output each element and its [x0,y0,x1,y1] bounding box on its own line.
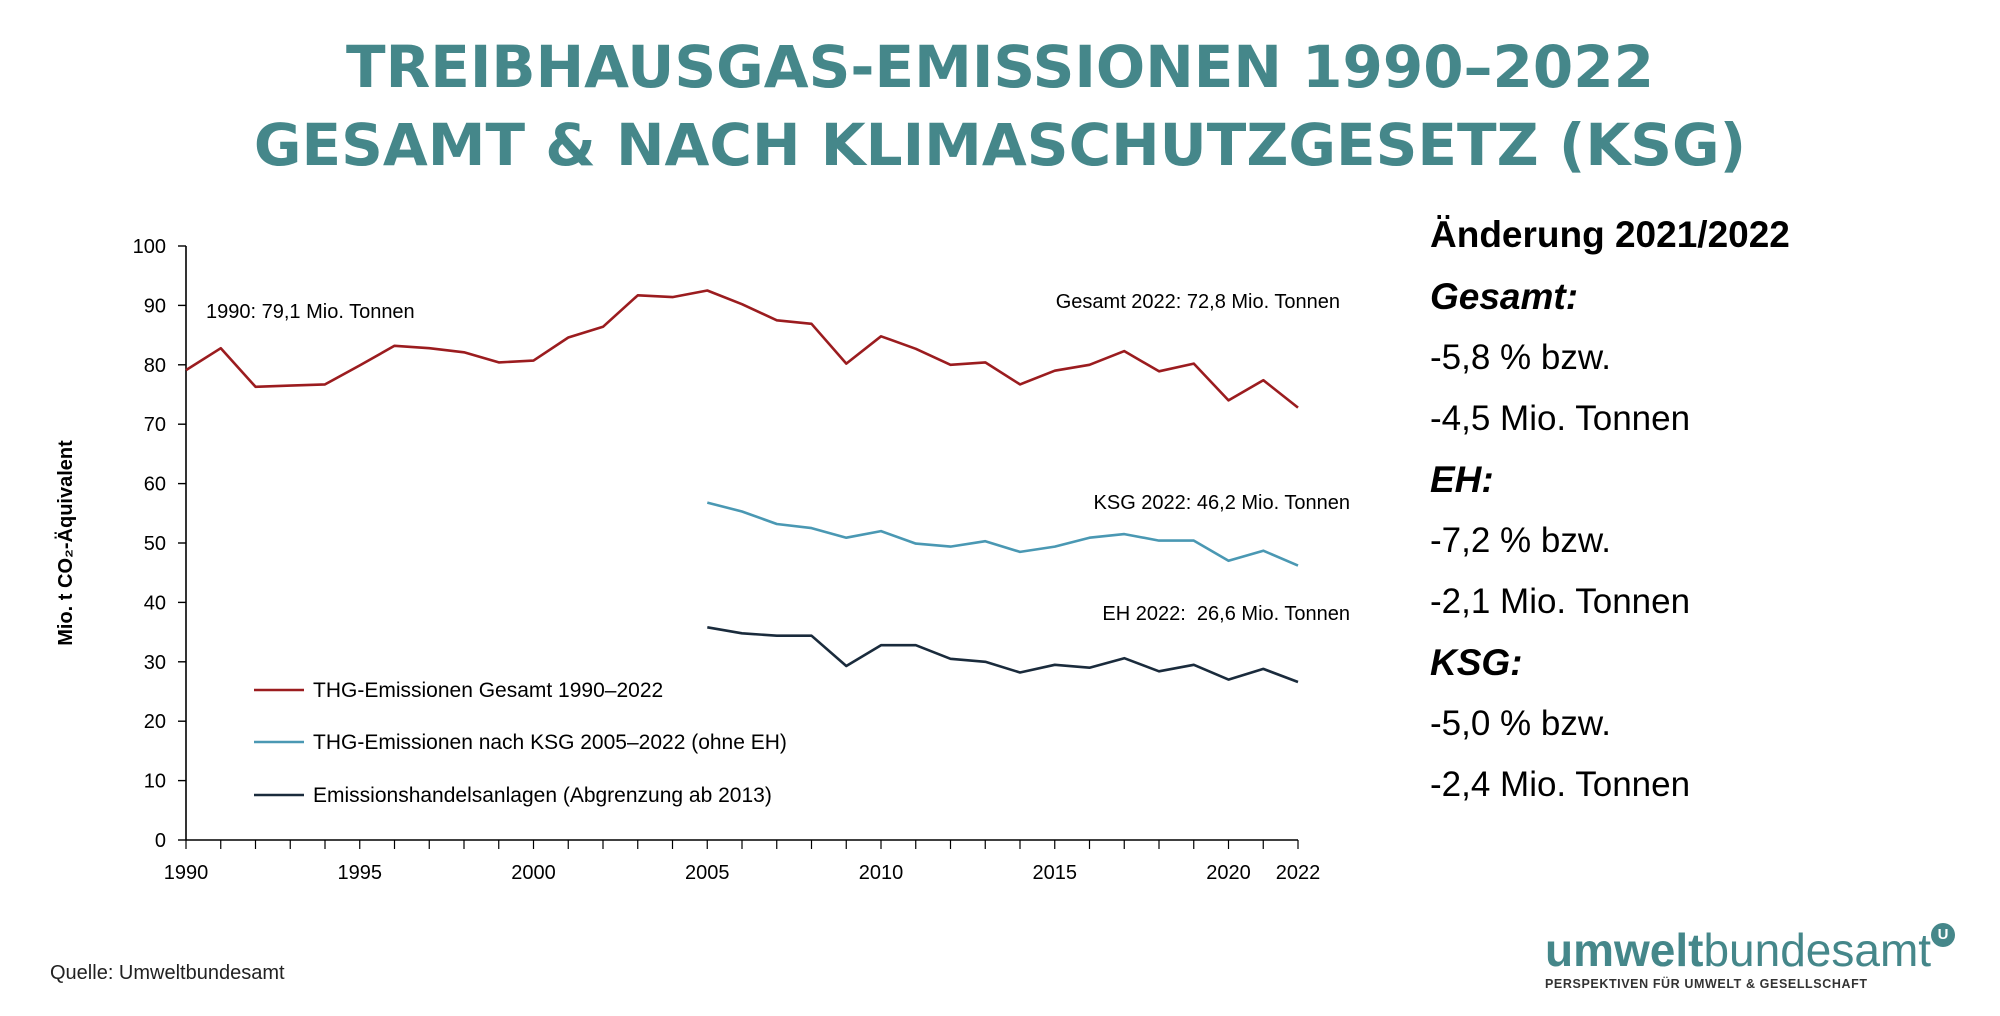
y-tick-label: 50 [144,533,166,555]
y-tick-label: 100 [133,236,166,258]
x-tick-label: 2000 [511,862,556,884]
page-title: TREIBHAUSGAS-EMISSIONEN 1990–2022 GESAMT… [0,28,2000,184]
source-note: Quelle: Umweltbundesamt [50,962,285,984]
y-tick-label: 10 [144,771,166,793]
x-tick-label: 2022 [1276,862,1321,884]
series-line-3 [707,626,1299,684]
ksg-absolute: -2,4 Mio. Tonnen [1430,765,1691,804]
y-tick-label: 80 [144,355,166,377]
logo-brand-regular: bundesamt [1703,924,1932,976]
logo-mark-icon: U [1931,923,1955,947]
y-tick-label: 60 [144,474,166,496]
series-line-1 [185,289,1299,409]
y-axis-label: Mio. t CO₂-Äquivalent [54,440,77,646]
logo-tagline: PERSPEKTIVEN FÜR UMWELT & GESELLSCHAFT [1545,977,1868,991]
y-tick-label: 40 [144,592,166,614]
chart-series [185,289,1299,684]
y-tick-label: 70 [144,414,166,436]
chart-annotation: EH 2022: 26,6 Mio. Tonnen [1102,603,1350,625]
title-line-2: GESAMT & NACH KLIMASCHUTZGESETZ (KSG) [253,111,1747,179]
gesamt-absolute: -4,5 Mio. Tonnen [1430,399,1691,438]
y-tick-label: 20 [144,711,166,733]
legend-label-3: Emissionshandelsanlagen (Abgrenzung ab 2… [313,784,772,807]
logo-wordmark: umweltbundesamt [1545,925,1945,975]
x-tick-label: 2015 [1033,862,1078,884]
gesamt-percent: -5,8 % bzw. [1430,338,1611,377]
ksg-percent: -5,0 % bzw. [1430,704,1611,743]
logo-brand-bold: umwelt [1545,924,1704,976]
eh-label: EH: [1430,459,1494,500]
x-tick-label: 2020 [1206,862,1251,884]
title-line-1: TREIBHAUSGAS-EMISSIONEN 1990–2022 [346,33,1654,101]
y-tick-label: 90 [144,295,166,317]
eh-absolute: -2,1 Mio. Tonnen [1430,582,1691,621]
x-tick-label: 2005 [685,862,730,884]
x-tick-label: 1990 [164,862,209,884]
ksg-label: KSG: [1430,642,1523,683]
chart-legend: THG-Emissionen Gesamt 1990–2022 THG-Emiss… [254,679,787,807]
x-tick-label: 1995 [338,862,383,884]
change-panel: Änderung 2021/2022 Gesamt: -5,8 % bzw. -… [1430,210,1970,821]
legend-label-2: THG-Emissionen nach KSG 2005–2022 (ohne … [313,731,787,754]
chart-annotation: KSG 2022: 46,2 Mio. Tonnen [1094,492,1350,514]
y-tick-label: 30 [144,652,166,674]
eh-percent: -7,2 % bzw. [1430,521,1611,560]
umweltbundesamt-logo: umweltbundesamt U PERSPEKTIVEN FÜR UMWEL… [1545,923,1955,991]
chart-annotations: 1990: 79,1 Mio. Tonnen Gesamt 2022: 72,8 … [206,291,1350,625]
chart-annotation: 1990: 79,1 Mio. Tonnen [206,301,415,323]
series-line-2 [706,501,1299,567]
gesamt-label: Gesamt: [1430,276,1579,317]
chart-axes: 0 10 20 30 40 50 60 70 80 90 100 1990 1995 2000 2005 20… [54,236,1320,884]
y-tick-label: 0 [155,830,166,852]
chart-annotation: Gesamt 2022: 72,8 Mio. Tonnen [1056,291,1340,313]
change-heading: Änderung 2021/2022 [1430,214,1790,255]
x-tick-label: 2010 [859,862,904,884]
legend-label-1: THG-Emissionen Gesamt 1990–2022 [313,679,663,702]
